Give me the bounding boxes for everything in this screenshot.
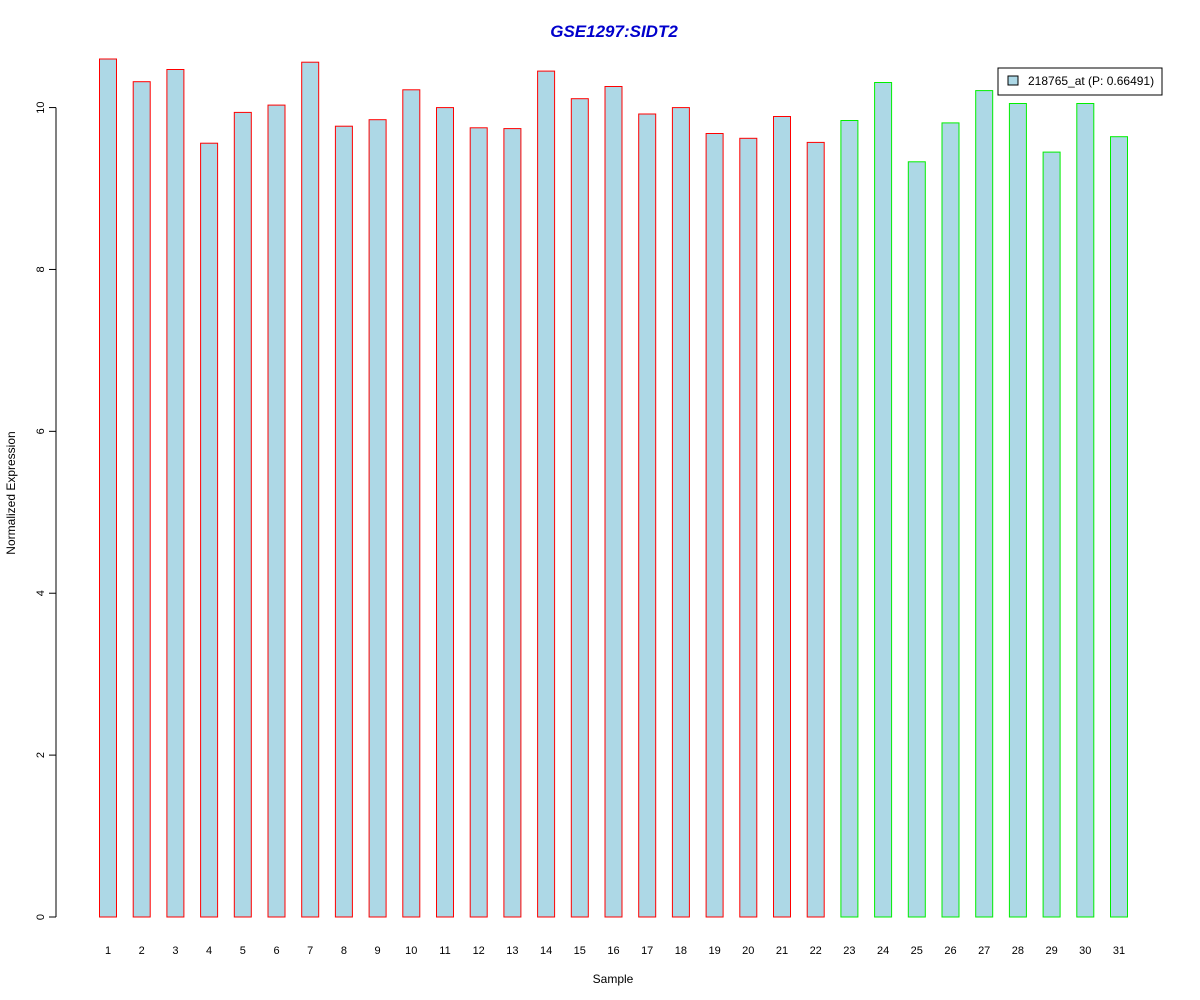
x-tick-label: 9	[375, 945, 381, 957]
bar-sample-28	[1008, 103, 1027, 918]
x-tick-label: 25	[911, 945, 923, 957]
x-tick-label: 8	[341, 945, 347, 957]
bar-sample-16	[604, 86, 623, 918]
bar-sample-8	[334, 125, 353, 918]
bar-sample-17	[638, 113, 657, 918]
bar-sample-21	[773, 116, 791, 918]
bar-sample-26	[941, 122, 960, 918]
x-tick-label: 5	[240, 945, 246, 957]
bar-sample-9	[368, 119, 387, 918]
legend: 218765_at (P: 0.66491)	[997, 67, 1163, 96]
bar-sample-29	[1042, 151, 1061, 918]
x-tick-labels: 1 2 3 4 5 6 7 8 9 10 11 12 13 14 15 16 17 18 19 20 21 22 23 24 2…	[105, 945, 1125, 957]
x-tick-label: 16	[607, 945, 619, 957]
x-tick-label: 2	[139, 945, 145, 957]
x-tick-label: 18	[675, 945, 687, 957]
x-tick-label: 30	[1079, 945, 1091, 957]
bar-sample-14	[537, 70, 556, 918]
bar-sample-19	[705, 133, 724, 918]
bar-sample-20	[739, 137, 758, 918]
bar-sample-25	[907, 161, 926, 918]
x-tick-label: 26	[944, 945, 956, 957]
x-tick-label: 27	[978, 945, 990, 957]
bar-sample-4	[200, 142, 219, 918]
x-tick-label: 17	[641, 945, 653, 957]
bar-sample-13	[503, 128, 522, 918]
bar-sample-27	[975, 90, 994, 918]
bar-sample-2	[132, 81, 151, 918]
bar-sample-11	[436, 107, 454, 918]
x-tick-label: 11	[439, 945, 450, 957]
x-tick-label: 20	[742, 945, 754, 957]
x-tick-label: 7	[307, 945, 313, 957]
y-tick-label: 0	[35, 914, 47, 920]
bar-sample-15	[570, 98, 589, 918]
y-axis: 0 2 4 6 8 10	[35, 101, 57, 920]
bar-sample-7	[301, 61, 320, 918]
x-axis-label: Sample	[593, 972, 634, 986]
bar-sample-23	[840, 120, 859, 918]
legend-box	[997, 67, 1163, 96]
x-tick-label: 12	[473, 945, 485, 957]
legend-swatch	[1007, 75, 1019, 86]
x-tick-label: 24	[877, 945, 889, 957]
x-tick-label: 23	[843, 945, 855, 957]
x-tick-label: 10	[405, 945, 417, 957]
x-tick-label: 14	[540, 945, 552, 957]
y-tick-label: 8	[35, 266, 47, 272]
x-tick-label: 6	[273, 945, 279, 957]
bar-sample-30	[1076, 103, 1095, 918]
y-tick-label: 6	[35, 428, 47, 434]
bar-sample-10	[402, 89, 421, 918]
bar-sample-5	[233, 111, 252, 918]
bar-sample-12	[469, 127, 488, 918]
x-tick-label: 4	[206, 945, 212, 957]
bar-sample-1	[99, 58, 117, 918]
x-tick-label: 21	[776, 945, 788, 957]
bars	[99, 58, 1128, 918]
y-tick-label: 2	[35, 752, 47, 758]
x-tick-label: 13	[506, 945, 518, 957]
x-tick-label: 1	[105, 945, 111, 957]
y-axis-label: Normalized Expression	[4, 431, 18, 554]
chart-title: GSE1297:SIDT2	[550, 22, 678, 41]
x-tick-label: 29	[1045, 945, 1057, 957]
bar-sample-31	[1110, 136, 1128, 918]
bar-sample-3	[166, 69, 185, 918]
bar-sample-18	[671, 107, 690, 918]
bar-sample-6	[267, 104, 286, 918]
legend-label: 218765_at (P: 0.66491)	[1028, 74, 1154, 88]
x-tick-label: 3	[172, 945, 178, 957]
x-tick-label: 15	[574, 945, 586, 957]
bar-sample-22	[806, 141, 825, 918]
x-tick-label: 19	[708, 945, 720, 957]
y-tick-label: 4	[35, 590, 47, 596]
x-tick-label: 22	[810, 945, 822, 957]
x-tick-label: 31	[1113, 945, 1125, 957]
x-tick-label: 28	[1012, 945, 1024, 957]
y-tick-label: 10	[35, 101, 47, 113]
bar-sample-24	[874, 82, 893, 918]
